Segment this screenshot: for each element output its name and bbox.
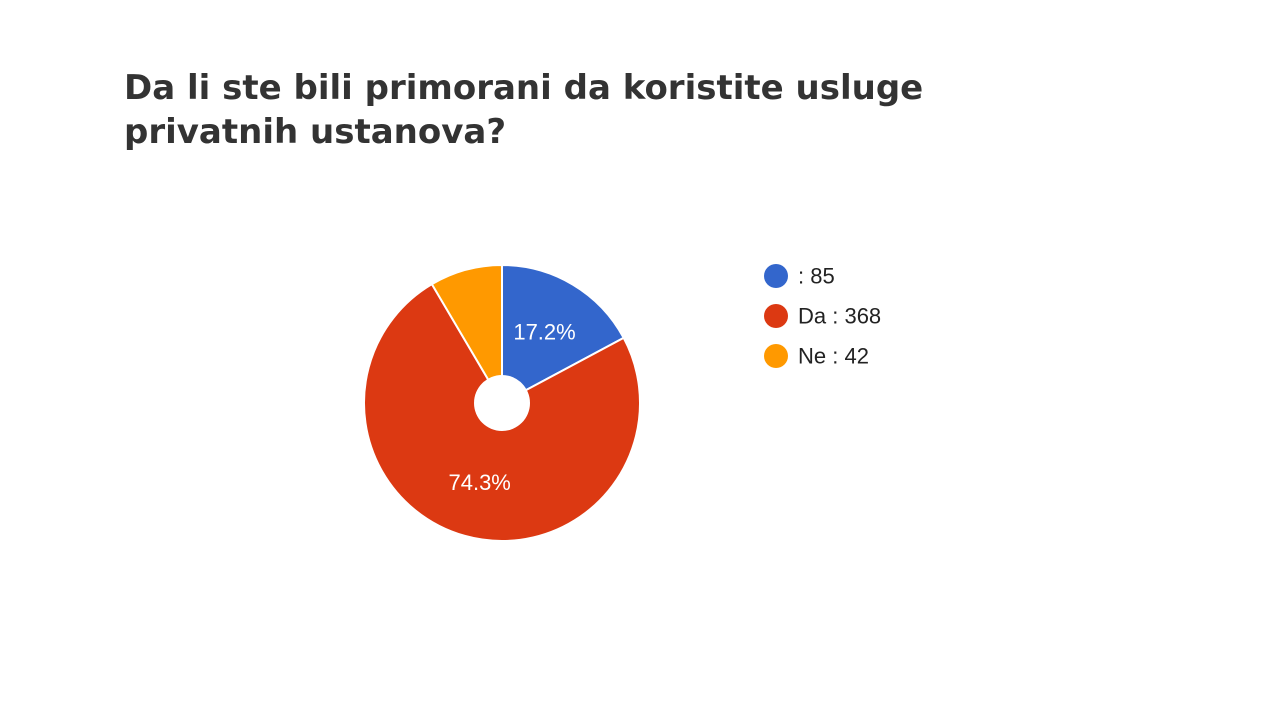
legend-label: Da : 368 bbox=[798, 304, 881, 329]
slice-labels: 17.2% 74.3% bbox=[448, 319, 575, 495]
slice-percent-label: 17.2% bbox=[513, 319, 575, 344]
pie-slice-ne bbox=[430, 263, 503, 407]
legend-label: : 85 bbox=[798, 264, 835, 289]
pie-slice-blank bbox=[501, 263, 625, 405]
legend: : 85 Da : 368 Ne : 42 bbox=[764, 264, 881, 369]
legend-item: Ne : 42 bbox=[764, 344, 869, 369]
chart-title: Da li ste bili primorani da koristite us… bbox=[124, 68, 924, 152]
legend-label: Ne : 42 bbox=[798, 344, 869, 369]
legend-swatch bbox=[764, 264, 788, 288]
slice-percent-label: 74.3% bbox=[448, 470, 510, 495]
legend-item: : 85 bbox=[764, 264, 835, 289]
donut-hole bbox=[474, 375, 530, 431]
legend-swatch bbox=[764, 304, 788, 328]
legend-swatch bbox=[764, 344, 788, 368]
legend-item: Da : 368 bbox=[764, 304, 881, 329]
